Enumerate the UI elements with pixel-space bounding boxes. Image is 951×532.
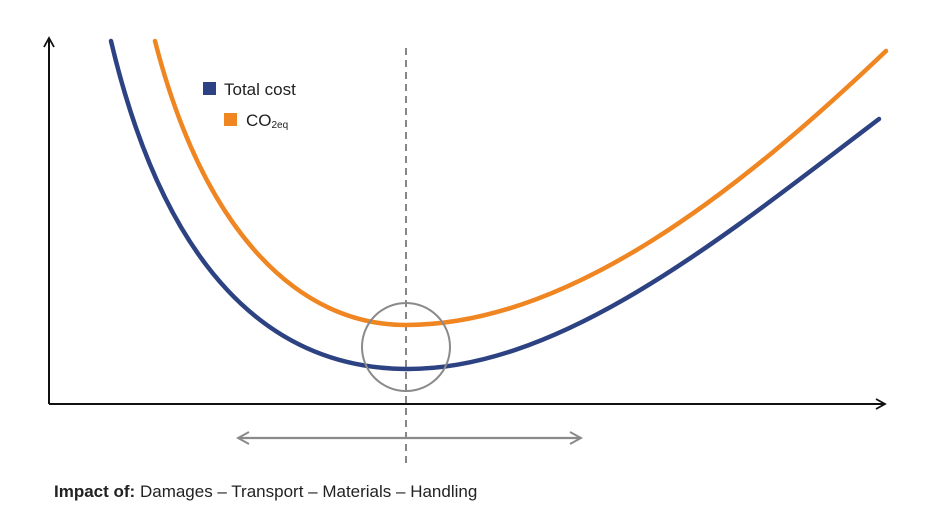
legend: Total cost CO2eq xyxy=(203,80,296,131)
legend-swatch-total-cost xyxy=(203,82,216,95)
impact-caption: Impact of: Damages – Transport – Materia… xyxy=(54,482,477,502)
legend-swatch-co2eq xyxy=(224,113,237,126)
legend-label-co2eq: CO2eq xyxy=(246,111,288,131)
optimum-circle xyxy=(361,302,451,392)
legend-label-co2eq-main: CO xyxy=(246,111,272,130)
impact-caption-text: Damages – Transport – Materials – Handli… xyxy=(135,482,478,501)
series-line-co2eq xyxy=(152,38,889,328)
legend-label-total-cost: Total cost xyxy=(224,80,296,99)
series-line-total-cost xyxy=(108,38,882,372)
legend-label-co2eq-subscript: 2eq xyxy=(272,120,289,131)
impact-caption-label: Impact of: xyxy=(54,482,136,501)
